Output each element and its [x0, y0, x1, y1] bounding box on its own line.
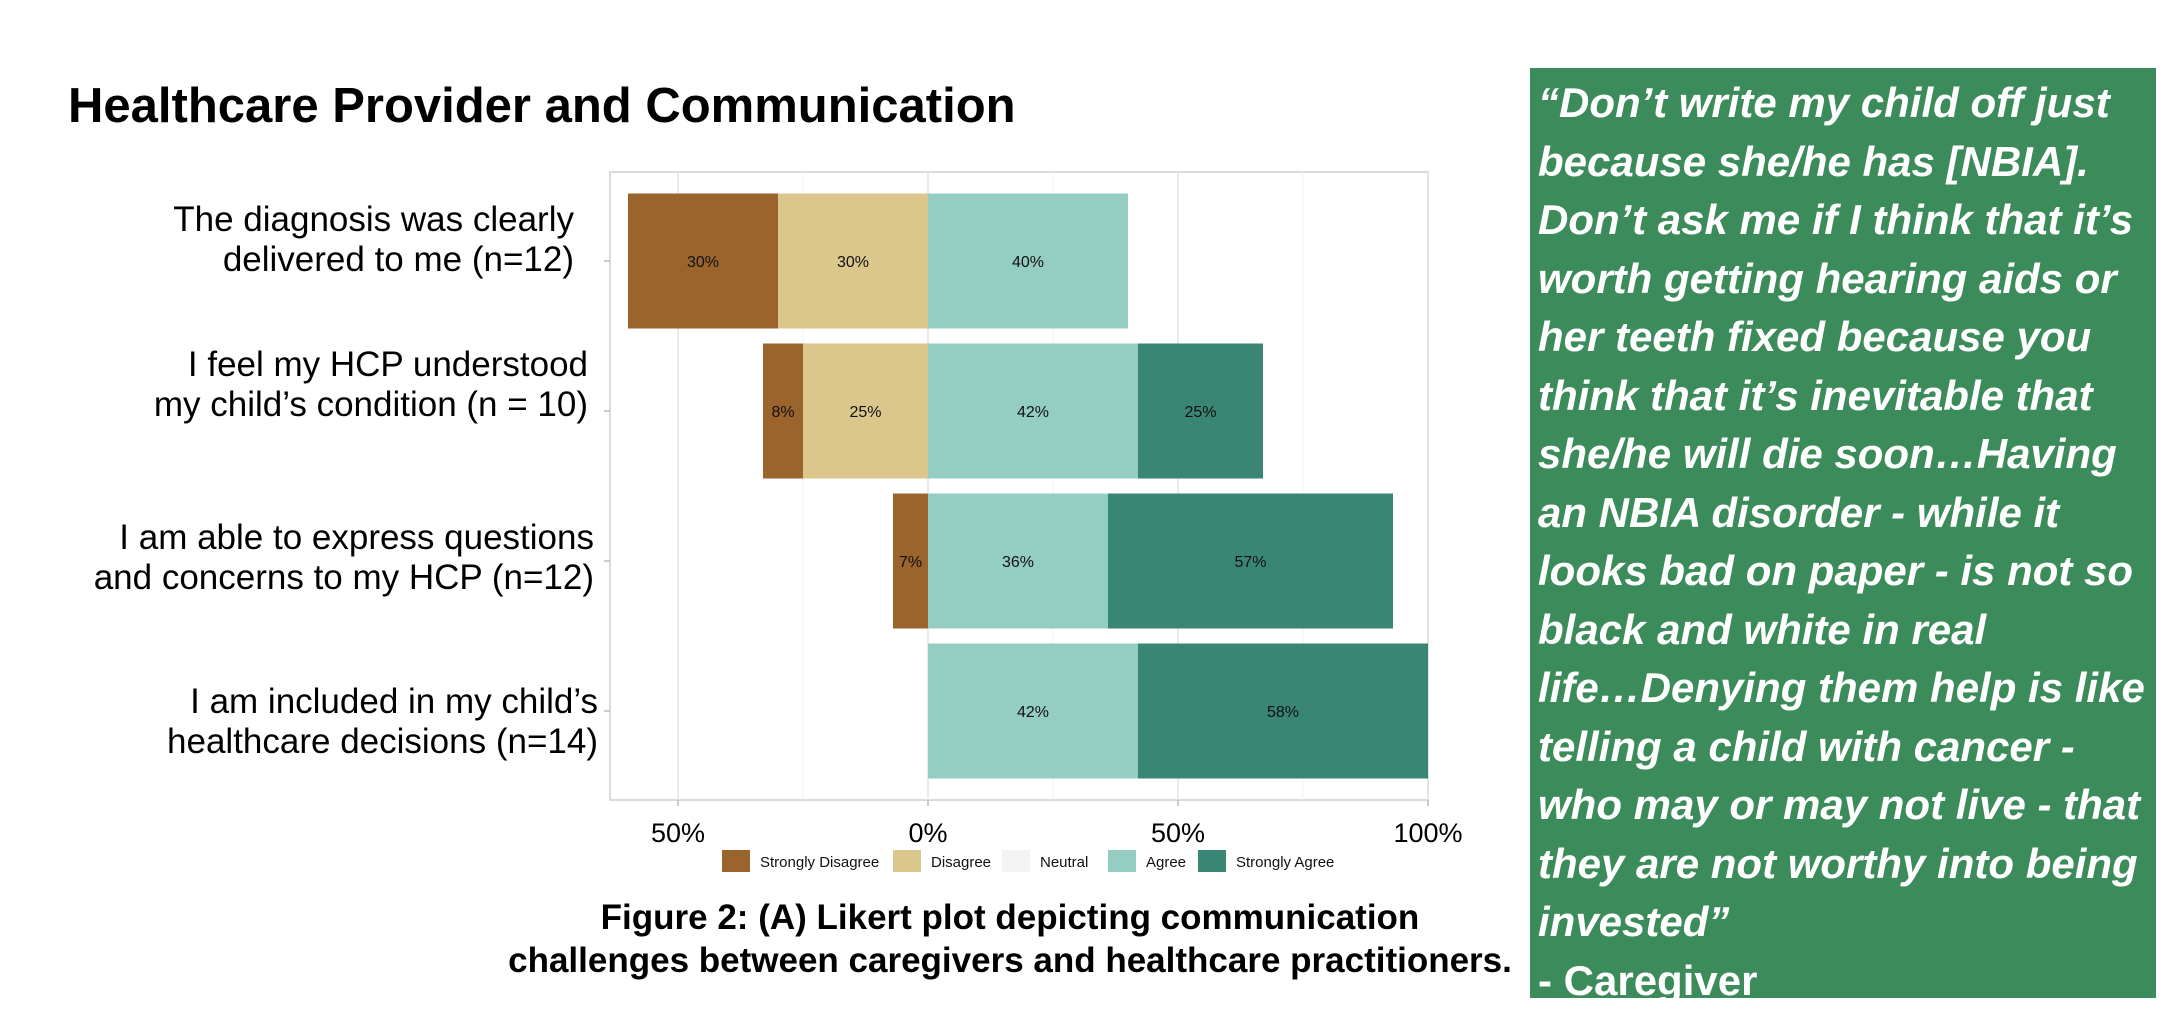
x-tick-label: 50% [651, 818, 705, 848]
x-tick-label: 50% [1151, 818, 1205, 848]
data-label: 58% [1267, 704, 1299, 721]
bar-strongly-agree [1108, 493, 1393, 629]
row-label-included-decisions: I am included in my child’s healthcare d… [167, 682, 598, 762]
row-label-line: I am able to express questions [119, 518, 594, 557]
quote-line: life…Denying them help is like [1538, 664, 2145, 711]
legend-swatch [1002, 850, 1030, 872]
legend-swatch [893, 850, 921, 872]
quote-text: “Don’t write my child off just because sh… [1538, 74, 2156, 952]
row-label-line: my child’s condition (n = 10) [153, 385, 588, 424]
data-label: 42% [1017, 704, 1049, 721]
legend-label: Disagree [931, 854, 991, 871]
row-label-line: and concerns to my HCP (n=12) [93, 558, 594, 597]
legend-label: Neutral [1040, 854, 1088, 871]
caption-line-2: challenges between caregivers and health… [508, 941, 1512, 980]
data-label: 40% [1012, 254, 1044, 271]
figure-caption: Figure 2: (A) Likert plot depicting comm… [470, 896, 1550, 982]
quote-author: - Caregiver [1538, 956, 1758, 1004]
row-label-line: I am included in my child’s [190, 682, 598, 721]
row-label-line: healthcare decisions (n=14) [167, 722, 598, 761]
quote-line: telling a child with cancer - [1538, 722, 2075, 770]
quote-line: worth getting hearing aids or [1538, 254, 2117, 302]
bar-agree [928, 343, 1138, 479]
data-label: 8% [771, 404, 794, 421]
data-label: 25% [1184, 404, 1216, 421]
legend-label: Strongly Disagree [760, 854, 879, 871]
legend-label: Agree [1146, 854, 1186, 871]
quote-line: think that it’s inevitable that [1538, 371, 2093, 419]
quote-line: because she/he has [NBIA]. [1538, 137, 2089, 185]
quote-line: they are not worthy into being [1538, 839, 2138, 887]
quote-line: invested” [1538, 898, 1730, 945]
data-label: 57% [1234, 554, 1266, 571]
bar-strongly-disagree [893, 493, 928, 629]
data-label: 36% [1002, 554, 1034, 571]
quote-line: she/he will die soon…Having [1538, 430, 2117, 477]
legend-swatch [1198, 850, 1226, 872]
data-label: 42% [1017, 404, 1049, 421]
data-label: 7% [899, 554, 922, 571]
bar-strongly-agree [1138, 343, 1263, 479]
chart-title: Healthcare Provider and Communication [68, 79, 1016, 133]
row-label-line: delivered to me (n=12) [222, 240, 574, 279]
legend-label: Strongly Agree [1236, 854, 1334, 871]
quote-line: her teeth fixed because you [1538, 313, 2092, 360]
x-tick-label: 0% [908, 818, 947, 848]
bar-agree [928, 493, 1108, 629]
bar-disagree [778, 193, 928, 329]
caption-line-1: Figure 2: (A) Likert plot depicting comm… [600, 898, 1420, 937]
quote-line: looks bad on paper - is not so [1538, 547, 2134, 594]
quote-line: Don’t ask me if I think that it’s [1538, 196, 2134, 243]
quote-line: who may or may not live - that [1538, 781, 2141, 828]
row-label-hcp-understood: I feel my HCP understood my child’s cond… [154, 345, 588, 425]
quote-line: “Don’t write my child off just [1538, 79, 2110, 126]
bar-agree [928, 193, 1128, 329]
bar-strongly-agree [1138, 643, 1428, 779]
legend-swatch [1108, 850, 1136, 872]
legend-swatch [722, 850, 750, 872]
data-label: 30% [687, 254, 719, 271]
bar-disagree [803, 343, 928, 479]
x-tick-label: 100% [1393, 818, 1462, 848]
bar-agree [928, 643, 1138, 779]
bar-strongly-disagree [763, 343, 803, 479]
bar-strongly-disagree [628, 193, 778, 329]
data-label: 25% [849, 404, 881, 421]
caregiver-quote-box: “Don’t write my child off just because sh… [1530, 68, 2156, 1004]
data-label: 30% [837, 254, 869, 271]
row-label-diagnosis: The diagnosis was clearly delivered to m… [173, 200, 574, 280]
row-label-line: I feel my HCP understood [187, 345, 588, 384]
row-label-express-questions: I am able to express questions and conce… [94, 518, 594, 598]
quote-line: black and white in real [1538, 605, 1987, 653]
quote-line: an NBIA disorder - while it [1538, 488, 2060, 536]
row-label-line: The diagnosis was clearly [173, 200, 574, 239]
